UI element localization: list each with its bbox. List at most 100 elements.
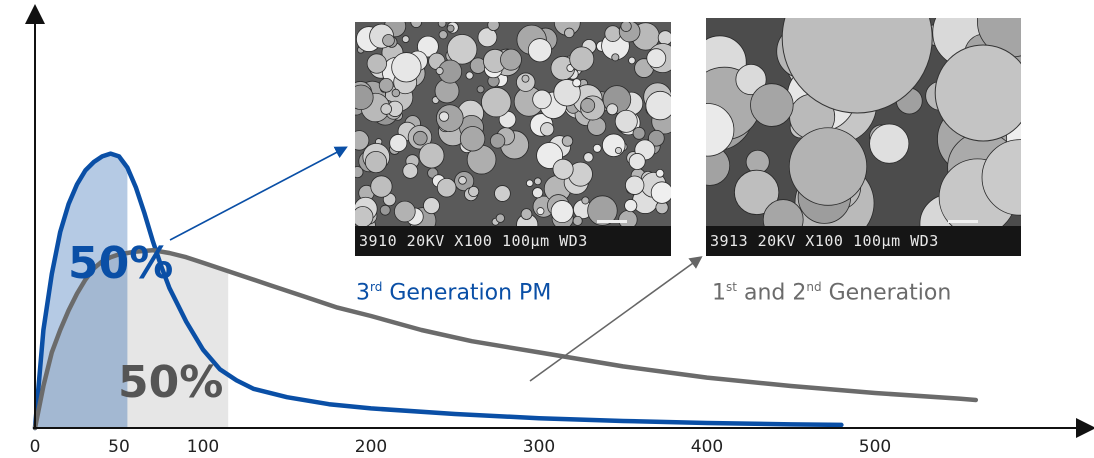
powder-particle (366, 53, 387, 74)
powder-particle (606, 103, 619, 116)
powder-particle (495, 213, 505, 223)
powder-particle (438, 30, 448, 40)
powder-particle (581, 196, 590, 205)
powder-particle (618, 210, 638, 226)
powder-particle (355, 84, 374, 111)
powder-particle (646, 48, 667, 69)
powder-particle (402, 163, 419, 179)
powder-particle (476, 85, 485, 94)
powder-particle (532, 187, 544, 199)
powder-particle (410, 22, 422, 28)
powder-particle (458, 176, 467, 185)
powder-particle (934, 44, 1021, 142)
powder-particle (435, 66, 444, 75)
powder-particle (477, 27, 498, 48)
powder-particle (569, 46, 595, 72)
powder-particle (592, 143, 602, 153)
powder-particle (520, 208, 533, 220)
powder-particle (735, 63, 767, 96)
powder-particle (552, 158, 574, 180)
powder-particle (413, 130, 428, 146)
powder-particle (378, 77, 394, 93)
x-tick-label: 50 (108, 437, 130, 457)
powder-particle (355, 130, 370, 151)
powder-particle (355, 206, 374, 226)
powder-particle (750, 83, 794, 127)
powder-particle (521, 74, 530, 83)
powder-particle (788, 127, 868, 206)
powder-particle (382, 34, 395, 47)
caption-3rd-suffix: rd (370, 280, 383, 294)
powder-particle (601, 133, 626, 158)
powder-particle (561, 135, 574, 147)
gray-share-label: 50% (118, 357, 223, 408)
powder-particle (418, 142, 445, 169)
powder-particle (734, 169, 780, 215)
powder-particle (572, 78, 582, 88)
powder-particle (423, 197, 440, 215)
powder-particle (583, 152, 594, 163)
powder-particle (533, 177, 542, 186)
powder-particle (370, 175, 393, 198)
powder-particle (446, 34, 478, 65)
caption-3rd-text: Generation PM (382, 280, 552, 306)
caption-generation-text: Generation (821, 280, 952, 306)
gray-distribution-line (32, 247, 979, 431)
powder-particle (481, 87, 512, 118)
gray-shaded-area (35, 250, 229, 428)
powder-particle (391, 52, 422, 83)
powder-particle (614, 109, 638, 133)
caption-and-2-text: and 2 (736, 280, 807, 306)
powder-particle (536, 207, 545, 216)
caption-3rd-number: 3 (356, 280, 370, 306)
powder-particle (417, 35, 439, 58)
sem-image-3rd-generation: 3910 20KV X100 100µm WD3 (355, 22, 671, 256)
powder-particle (625, 175, 645, 195)
powder-particle (438, 111, 450, 122)
powder-particle (468, 185, 480, 198)
blue-distribution-line (32, 151, 844, 431)
powder-particle (465, 71, 474, 80)
pointer-arrow-1st-2nd-gen (529, 256, 703, 382)
powder-particle (550, 200, 574, 224)
powder-particle (762, 199, 804, 226)
powder-particle (706, 103, 735, 157)
x-tick-label: 100 (187, 437, 219, 457)
powder-particle (781, 18, 933, 114)
powder-particle (624, 199, 638, 213)
powder-particle (657, 30, 671, 46)
powder-particle (380, 103, 393, 115)
caption-1st-number: 1 (712, 280, 726, 306)
powder-particle (869, 123, 910, 164)
blue-share-label: 50% (68, 238, 173, 289)
powder-particle (648, 129, 665, 147)
powder-particle (459, 126, 486, 152)
powder-particle (379, 204, 391, 216)
powder-particle (494, 185, 511, 202)
powder-particle (391, 88, 401, 98)
powder-particle (580, 98, 596, 113)
powder-particle (389, 134, 408, 153)
powder-particle (437, 22, 447, 28)
powder-particle (614, 146, 623, 154)
powder-particle (611, 53, 620, 62)
powder-particle (446, 24, 455, 33)
powder-particle (526, 179, 534, 187)
caption-2nd-suffix: nd (806, 280, 822, 294)
powder-particle (436, 177, 457, 198)
powder-particle (650, 181, 671, 204)
powder-particle (628, 153, 646, 170)
powder-particle (645, 90, 671, 121)
powder-particle (401, 35, 410, 43)
powder-particle (355, 166, 364, 179)
powder-particle (655, 168, 665, 178)
powder-particle (981, 139, 1021, 216)
powder-particle (564, 27, 575, 39)
powder-particle (632, 126, 646, 140)
sem-image-1st-2nd-generation: 3913 20KV X100 100µm WD3 (706, 18, 1021, 256)
caption-1st-2nd-generation: 1st and 2nd Generation (712, 280, 951, 305)
caption-1st-suffix: st (726, 280, 737, 294)
powder-particle (540, 122, 555, 137)
powder-particle (587, 195, 618, 226)
